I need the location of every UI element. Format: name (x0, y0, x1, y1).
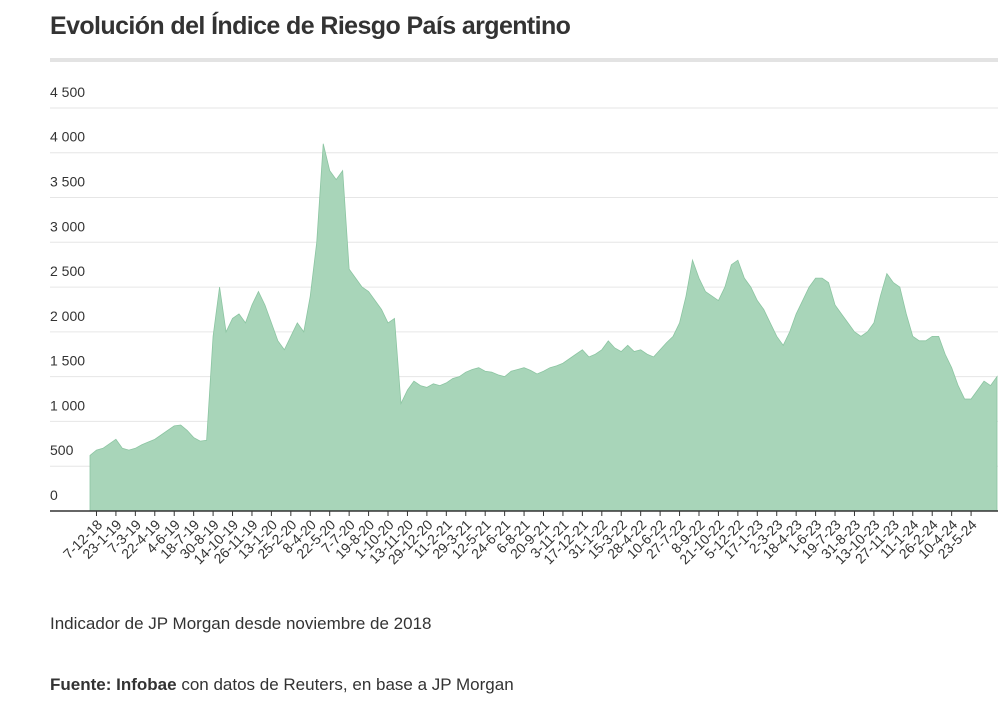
title-rule (50, 58, 998, 62)
source-name: Infobae (116, 675, 177, 694)
source: Fuente: Infobae con datos de Reuters, en… (50, 675, 514, 695)
area (89, 143, 998, 512)
chart: 0 500 1 000 1 500 2 000 2 500 3 000 3 500 4 000 4… (50, 84, 998, 567)
source-text: con datos de Reuters, en base a JP Morga… (181, 675, 514, 694)
y-tick-label: 0 (50, 487, 58, 503)
y-tick-label: 3 000 (50, 218, 85, 234)
subtitle: Indicador de JP Morgan desde noviembre d… (50, 614, 432, 633)
source-label: Fuente: (50, 675, 112, 694)
y-tick-label: 4 500 (50, 84, 85, 100)
y-tick-label: 1 000 (50, 397, 85, 413)
y-tick-label: 500 (50, 442, 74, 458)
y-tick-label: 3 500 (50, 174, 85, 190)
chart-title: Evolución del Índice de Riesgo País arge… (50, 12, 571, 40)
y-tick-label: 2 500 (50, 263, 85, 279)
y-tick-label: 1 500 (50, 353, 85, 369)
y-tick-label: 2 000 (50, 308, 85, 324)
y-tick-label: 4 000 (50, 129, 85, 145)
